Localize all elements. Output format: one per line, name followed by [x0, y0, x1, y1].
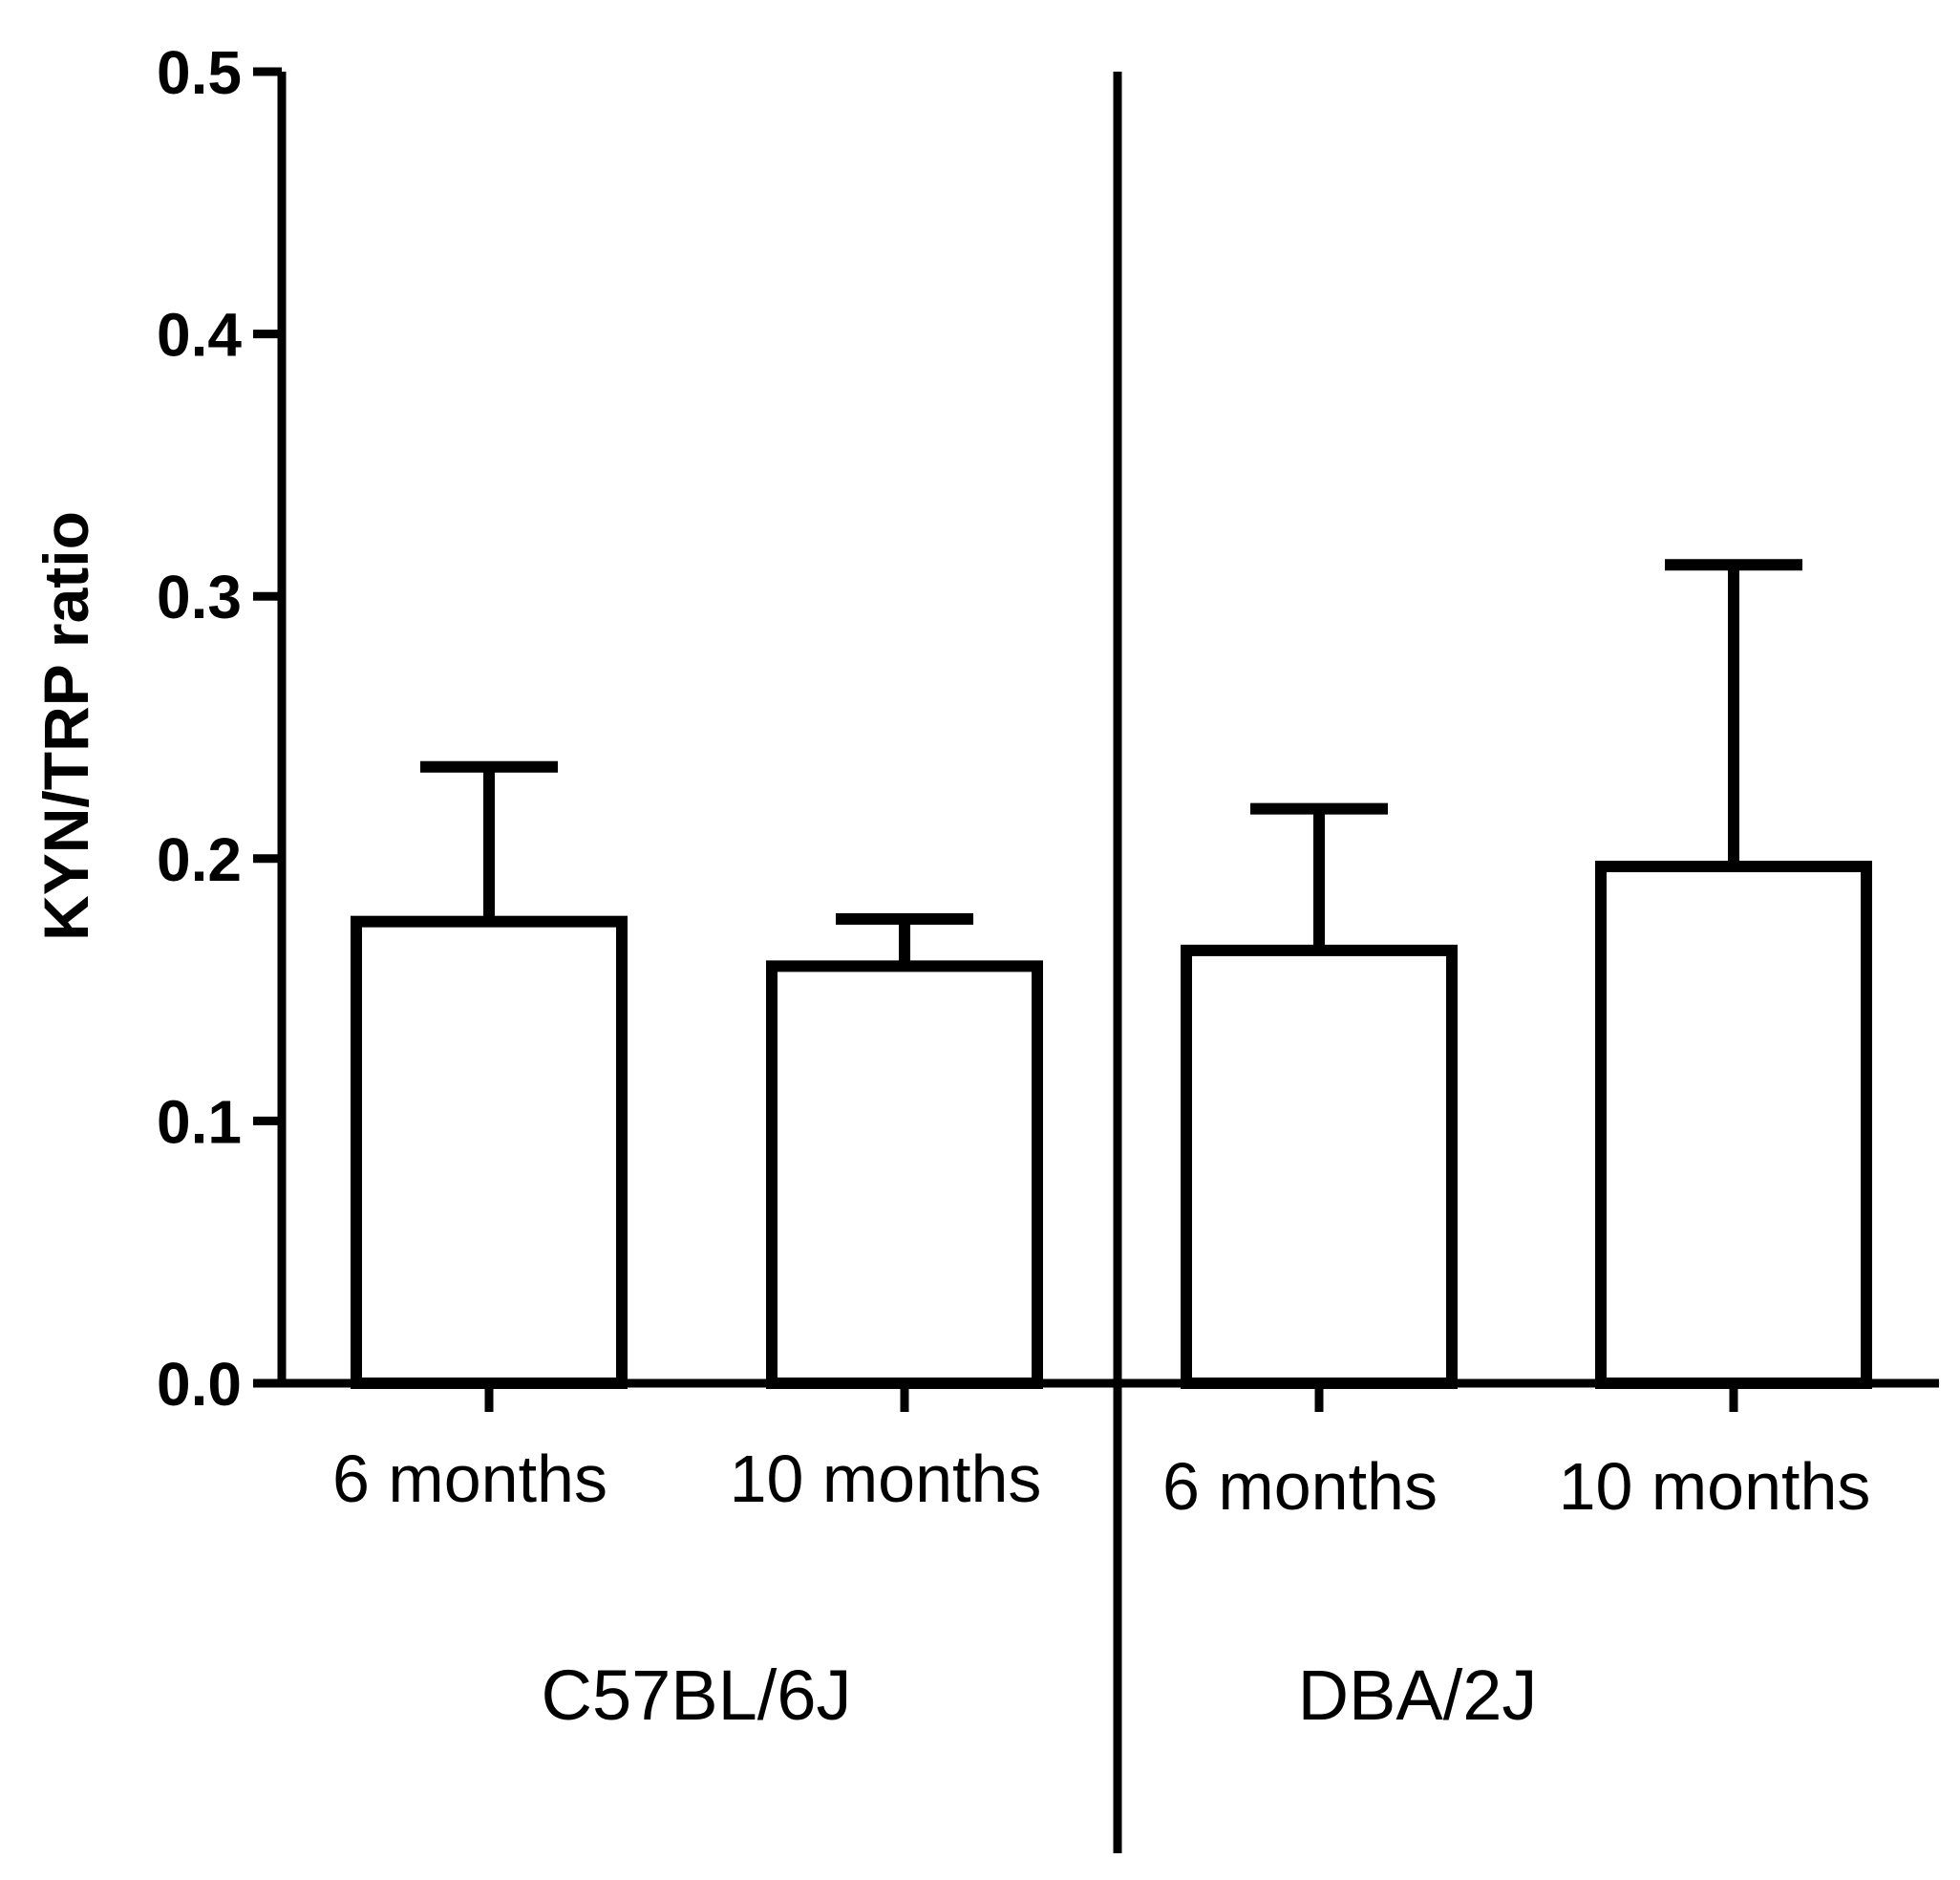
y-tick-label: 0.4 — [157, 301, 242, 370]
bar — [1595, 861, 1872, 1389]
category-label: 10 months — [1559, 1449, 1871, 1524]
bar — [1181, 944, 1458, 1389]
y-axis: 0.0 0.1 0.2 0.3 0.4 0.5 — [157, 38, 287, 1419]
group-label: DBA/2J — [1298, 1656, 1538, 1735]
category-label: 10 months — [730, 1442, 1042, 1516]
category-labels: 6 months 10 months 6 months 10 months — [332, 1442, 1870, 1524]
category-label: 6 months — [332, 1442, 607, 1516]
category-label: 6 months — [1162, 1449, 1438, 1524]
bars — [351, 861, 1872, 1389]
group-labels: C57BL/6J DBA/2J — [542, 1656, 1538, 1735]
bar — [351, 915, 628, 1389]
y-tick-label: 0.5 — [157, 38, 242, 107]
y-tick-label: 0.2 — [157, 825, 242, 894]
y-axis-label: KYN/TRP ratio — [31, 511, 101, 941]
bar — [766, 960, 1043, 1389]
error-bars — [420, 559, 1802, 967]
y-tick-label: 0.3 — [157, 563, 242, 631]
y-tick-label: 0.0 — [157, 1350, 242, 1419]
group-label: C57BL/6J — [542, 1656, 852, 1735]
y-tick-label: 0.1 — [157, 1087, 242, 1156]
